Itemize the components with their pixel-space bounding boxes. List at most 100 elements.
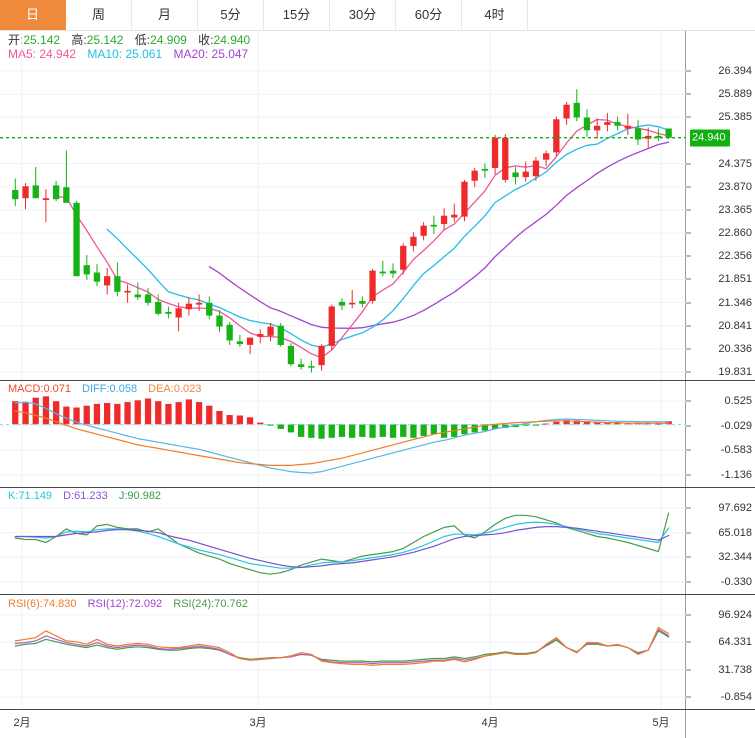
x-axis-tick: 5月 [652,717,670,729]
tab-day[interactable]: 日 [0,0,66,30]
kdj-axis-tick: 65.018 [718,526,752,539]
ma20-value: 25.047 [211,47,249,61]
axis-tick-mark [686,186,691,188]
panel-divider [0,594,755,595]
x-axis-tick: 2月 [13,717,31,729]
macd-panel: 0.525 -0.029 -0.583 -1.136 MACD:0.071 DIFF:… [0,381,755,487]
rsi-chart-svg [0,595,686,709]
ma5-value: 24.942 [39,47,77,61]
axis-tick-mark [686,581,691,583]
x-axis-tick: 3月 [249,717,267,729]
price-chart-svg [0,31,686,380]
tab-label: 60分 [414,7,443,22]
price-axis-tick: 22.356 [718,250,752,263]
axis-tick-mark [686,556,691,558]
axis-tick-mark [686,371,691,373]
tab-60min[interactable]: 60分 [396,0,462,30]
axis-tick-mark [686,325,691,327]
panel-divider [0,380,755,381]
tab-month[interactable]: 月 [132,0,198,30]
panel-divider [0,487,755,488]
macd-plot[interactable] [0,381,686,487]
tab-label: 4时 [484,7,505,22]
price-axis-tick: 23.365 [718,203,752,216]
tab-4hour[interactable]: 4时 [462,0,528,30]
axis-tick-mark [686,474,691,476]
tab-15min[interactable]: 15分 [264,0,330,30]
axis-tick-mark [686,209,691,211]
axis-tick-mark [686,93,691,95]
price-axis: 26.394 25.889 25.385 24.940 24.375 23.870 23.3… [686,31,755,380]
tab-label: 月 [157,7,171,22]
axis-tick-mark [686,400,691,402]
axis-tick-mark [686,255,691,257]
axis-tick-mark [686,278,691,280]
ma10-label: MA10: [87,47,123,61]
price-axis-tick: 19.831 [718,366,752,378]
tab-label: 周 [91,7,105,22]
diff-value: 0.058 [109,383,138,395]
axis-tick-mark [686,669,691,671]
macd-axis-tick: -1.136 [720,469,752,481]
kdj-panel: 97.692 65.018 32.344 -0.330 K:71.149 D:61.2… [0,488,755,594]
price-plot[interactable] [0,31,686,380]
rsi-axis: 96.924 64.331 31.738 -0.854 [686,595,755,709]
kdj-axis-tick: 32.344 [718,551,752,564]
rsi12-label: RSI(12): [87,598,129,610]
ma10-value: 25.061 [125,47,163,61]
rsi-plot[interactable] [0,595,686,709]
price-axis-tick: 24.375 [718,157,752,170]
tabbar-filler [528,0,755,30]
tab-week[interactable]: 周 [66,0,132,30]
price-axis-tick: 21.851 [718,273,752,286]
axis-tick-mark [686,532,691,534]
macd-axis: 0.525 -0.029 -0.583 -1.136 [686,381,755,487]
axis-tick-mark [686,641,691,643]
axis-tick-mark [686,449,691,451]
axis-tick-mark [686,163,691,165]
axis-tick-mark [686,302,691,304]
j-label: J: [118,490,128,502]
close-label: 收: [198,33,214,47]
rsi-axis-tick: 31.738 [718,663,752,676]
open-label: 开: [8,33,24,47]
dea-value: 0.023 [173,383,202,395]
macd-value: 0.071 [43,383,71,395]
axis-tick-mark [686,507,691,509]
ohlc-line: 开:25.142 高:25.142 低:24.909 收:24.940 [8,33,686,47]
close-value: 24.940 [213,33,251,47]
kdj-axis-tick: 97.692 [718,502,752,514]
kdj-plot[interactable] [0,488,686,594]
rsi-axis-tick: 96.924 [718,609,752,621]
kdj-axis-tick: -0.330 [720,576,752,588]
x-axis: 2月 3月 4月 5月 [0,709,755,738]
rsi24-value: 70.762 [214,598,248,610]
macd-chart-svg [0,381,686,487]
dea-label: DEA: [148,383,174,395]
axis-tick-mark [686,614,691,616]
rsi24-label: RSI(24): [173,598,215,610]
timeframe-tabbar: 日 周 月 5分 15分 30分 60分 4时 [0,0,755,31]
tab-5min[interactable]: 5分 [198,0,264,30]
rsi12-value: 72.092 [128,598,163,610]
price-axis-tick: 21.346 [718,296,752,309]
open-value: 25.142 [23,33,61,47]
d-label: D: [63,490,75,502]
k-value: 71.149 [18,490,53,502]
rsi-legend: RSI(6):74.830 RSI(12):72.092 RSI(24):70.… [8,598,248,610]
price-axis-tick: 26.394 [718,65,752,77]
macd-legend: MACD:0.071 DIFF:0.058 DEA:0.023 [8,383,201,395]
k-label: K: [8,490,19,502]
axis-tick-mark [686,116,691,118]
rsi-panel: 96.924 64.331 31.738 -0.854 RSI(6):74.830 R… [0,595,755,709]
tab-30min[interactable]: 30分 [330,0,396,30]
tab-label: 15分 [282,7,311,22]
tab-label: 日 [25,7,39,22]
d-value: 61.233 [74,490,108,502]
x-axis-separator [685,710,686,738]
tab-label: 30分 [348,7,377,22]
axis-tick-mark [686,348,691,350]
price-axis-tick: 25.385 [718,111,752,124]
macd-label: MACD: [8,383,44,395]
